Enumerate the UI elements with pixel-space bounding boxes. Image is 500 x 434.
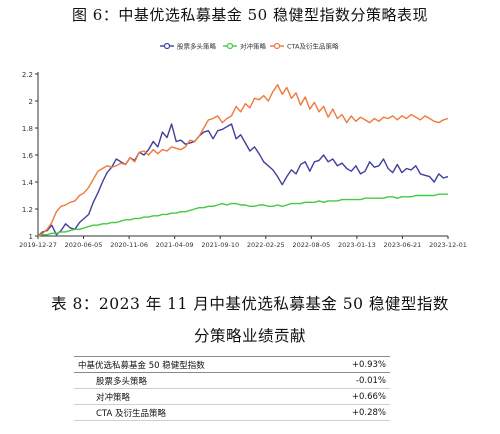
x-tick-label: 2022-02-25 <box>247 241 285 249</box>
row-value: +0.93% <box>322 356 390 373</box>
x-tick-label: 2019-12-27 <box>19 241 57 249</box>
x-tick-label: 2020-06-05 <box>65 241 103 249</box>
row-value: -0.01% <box>322 372 390 389</box>
legend-marker <box>273 42 281 50</box>
table-caption-line1: 表 8：2023 年 11 月中基优选私募基金 50 稳健型指数 <box>51 295 449 313</box>
row-label: 中基优选私募基金 50 稳健型指数 <box>74 356 322 373</box>
series-line <box>37 84 449 237</box>
y-tick-label: 1.8 <box>22 125 33 133</box>
legend-marker <box>163 42 171 50</box>
x-tick-label: 2020-11-06 <box>110 241 148 249</box>
legend-label: CTA及衍生品策略 <box>287 42 339 51</box>
y-tick-label: 2 <box>29 98 33 106</box>
table-caption-line2: 分策略业绩贡献 <box>193 327 306 345</box>
legend-label: 对冲策略 <box>240 42 267 51</box>
legend-marker <box>226 42 234 50</box>
row-label: 股票多头策略 <box>74 372 322 389</box>
table-row: 股票多头策略 -0.01% <box>74 372 390 389</box>
x-tick-label: 2021-09-10 <box>201 241 239 249</box>
x-tick-label: 2021-04-09 <box>156 241 194 249</box>
x-tick-label: 2023-12-01 <box>429 241 467 249</box>
row-label: 对冲策略 <box>74 388 322 405</box>
y-tick-label: 1.2 <box>22 206 33 214</box>
series-line <box>37 193 448 237</box>
table-row: CTA 及衍生品策略 +0.28% <box>74 404 390 421</box>
row-value: +0.28% <box>322 404 390 421</box>
x-tick-label: 2022-08-05 <box>292 241 330 249</box>
y-tick-label: 1 <box>29 233 33 241</box>
table-row: 对冲策略 +0.66% <box>74 388 390 405</box>
figure-caption: 图 6：中基优选私募基金 50 稳健型指数分策略表现 <box>72 6 428 24</box>
chart-legend: 股票多头策略 对冲策略 CTA及衍生品策略 <box>160 42 339 51</box>
x-tick-label: 2023-01-13 <box>338 241 376 249</box>
row-value: +0.66% <box>322 388 390 405</box>
row-label: CTA 及衍生品策略 <box>74 404 322 421</box>
series-line <box>37 123 449 237</box>
y-tick-label: 1.6 <box>22 152 34 160</box>
strategy-line-chart: 股票多头策略 对冲策略 CTA及衍生品策略 1 1.2 1.4 1.6 1.8 2 2.2 201… <box>19 42 467 250</box>
chart-axes: 1 1.2 1.4 1.6 1.8 2 2.2 2019-12-27 2020-06-05 202… <box>19 71 467 249</box>
contribution-table: 中基优选私募基金 50 稳健型指数 +0.93% 股票多头策略 -0.01% 对… <box>74 356 390 421</box>
table-row: 中基优选私募基金 50 稳健型指数 +0.93% <box>74 356 390 373</box>
x-tick-label: 2023-06-21 <box>384 241 422 249</box>
y-tick-label: 2.2 <box>22 71 33 79</box>
legend-label: 股票多头策略 <box>177 42 217 51</box>
y-tick-label: 1.4 <box>22 179 34 187</box>
chart-series <box>37 84 449 237</box>
